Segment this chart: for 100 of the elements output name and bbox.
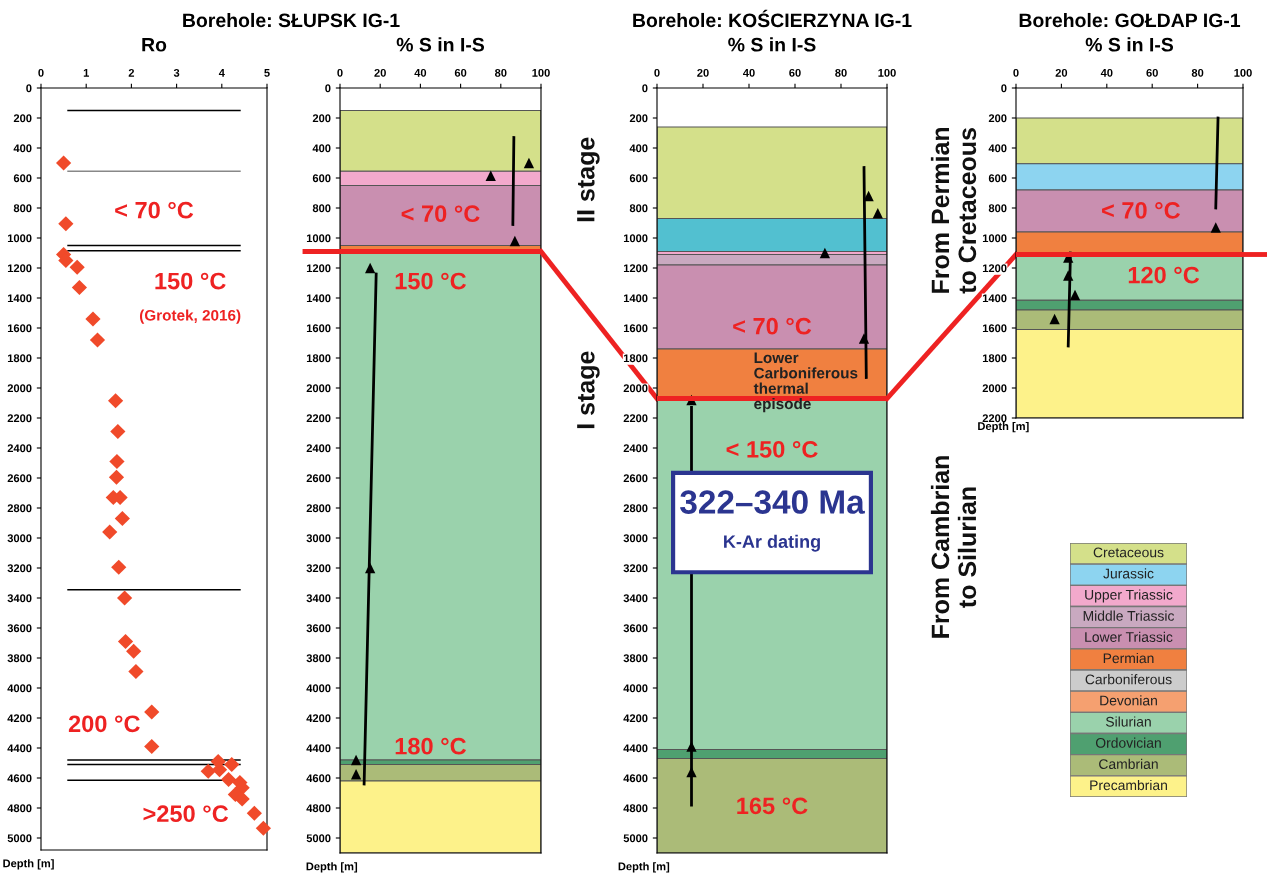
annotation: 180 °C	[395, 737, 467, 755]
annotation: < 70 °C	[1102, 202, 1181, 219]
annotation: (Grotek, 2016)	[139, 309, 241, 324]
y-tick-label: 2000	[7, 384, 32, 393]
y-tick-label: 3800	[7, 654, 32, 663]
y-tick-label: 4200	[306, 714, 331, 723]
category-label: Ordovician	[1095, 737, 1161, 748]
y-tick-label: 3600	[7, 624, 32, 633]
y-tick-label: 3200	[7, 564, 32, 573]
x-tick-label: 20	[697, 68, 709, 77]
text: From Cambrian to Silurian	[930, 456, 977, 638]
y-tick-label: 2400	[623, 444, 648, 453]
y-tick-label: 3600	[306, 624, 331, 633]
y-tick-label: 2400	[7, 444, 32, 453]
y-tick-label: 4200	[623, 714, 648, 723]
y-tick-label: 4800	[7, 804, 32, 813]
x-tick-label: 80	[835, 68, 847, 77]
y-tick-label: 1400	[623, 294, 648, 303]
annotation: 120 °C	[1128, 266, 1200, 284]
annotation: < 70 °C	[401, 205, 480, 223]
y-axis-title: Depth [m]	[978, 421, 1029, 433]
y-tick-label: 5000	[7, 834, 32, 843]
category-label: Precambrian	[1090, 779, 1167, 791]
annotation: >250 °C	[143, 805, 229, 823]
y-tick-label: 2800	[623, 504, 648, 513]
y-tick-label: 200	[988, 114, 1007, 123]
y-tick-label: 800	[629, 204, 648, 213]
chart-subtitle: % S in I-S	[396, 37, 485, 52]
y-tick-label: 800	[312, 204, 331, 213]
y-tick-label: 400	[988, 144, 1007, 153]
x-tick-label: 2	[128, 68, 135, 77]
y-tick-label: 1600	[623, 324, 648, 333]
y-tick-label: 1200	[623, 264, 648, 273]
y-tick-label: 1400	[306, 294, 331, 303]
x-tick-label: 80	[494, 68, 507, 77]
y-tick-label: 2800	[306, 504, 331, 513]
y-tick-label: 2200	[982, 414, 1007, 423]
y-tick-label: 4400	[7, 744, 32, 753]
y-tick-label: 1200	[982, 264, 1007, 273]
x-tick-label: 100	[878, 68, 896, 77]
y-tick-label: 1200	[7, 264, 32, 273]
y-tick-label: 1600	[7, 324, 32, 333]
y-tick-label: 4000	[623, 684, 648, 693]
chart-subtitle: % S in I-S	[1085, 37, 1174, 52]
x-tick-label: 80	[1191, 68, 1204, 77]
y-tick-label: 4600	[623, 774, 648, 783]
category-label: Lower Triassic	[1085, 631, 1173, 642]
x-tick-label: 3	[173, 68, 180, 77]
annotation: < 70 °C	[733, 317, 812, 335]
annotation: Lower Carboniferous thermal episode	[753, 352, 858, 413]
y-tick-label: 0	[325, 84, 331, 93]
y-tick-label: 4000	[7, 684, 32, 693]
y-tick-label: 0	[1001, 84, 1007, 93]
y-tick-label: 4800	[306, 804, 331, 813]
y-tick-label: 4000	[306, 684, 331, 693]
y-tick-label: 1200	[306, 264, 331, 273]
y-tick-label: 3400	[7, 594, 32, 603]
annotation: 165 °C	[737, 797, 808, 815]
y-tick-label: 3600	[623, 624, 648, 633]
y-tick-label: 800	[13, 204, 32, 213]
y-tick-label: 0	[642, 84, 648, 93]
y-tick-label: 200	[629, 114, 648, 123]
y-axis-title: Depth [m]	[3, 859, 54, 870]
x-tick-label: 40	[1100, 68, 1113, 77]
y-tick-label: 1400	[7, 294, 32, 303]
x-tick-label: 5	[264, 69, 270, 77]
category-label: Cambrian	[1099, 758, 1158, 769]
category-label: Devonian	[1100, 695, 1157, 706]
x-tick-label: 100	[532, 68, 550, 77]
annotation: 322–340 Ma	[680, 490, 865, 514]
y-tick-label: 3800	[306, 654, 331, 663]
y-tick-label: 400	[13, 144, 32, 153]
y-tick-label: 4400	[306, 744, 331, 753]
y-tick-label: 200	[13, 114, 32, 123]
y-axis-title: Depth [m]	[618, 862, 670, 873]
y-tick-label: 600	[629, 174, 648, 183]
category-label: Permian	[1103, 652, 1154, 664]
y-tick-label: 4600	[306, 774, 331, 783]
y-tick-label: 0	[26, 84, 32, 93]
x-tick-label: 60	[789, 68, 801, 77]
y-tick-label: 600	[988, 174, 1007, 183]
chart-title: Borehole: KOŚCIERZYNA IG-1	[633, 9, 912, 28]
y-tick-label: 5000	[623, 834, 648, 843]
x-tick-label: 40	[414, 68, 427, 77]
annotation: < 70 °C	[115, 201, 194, 219]
y-tick-label: 1800	[982, 354, 1007, 363]
x-tick-label: 0	[38, 68, 44, 77]
category-label: Carboniferous	[1085, 674, 1172, 685]
y-tick-label: 2800	[7, 504, 32, 513]
y-tick-label: 3200	[306, 564, 331, 573]
y-tick-label: 2000	[982, 384, 1007, 393]
x-tick-label: 4	[218, 69, 225, 77]
y-tick-label: 3000	[7, 534, 32, 543]
y-tick-label: 3400	[306, 594, 331, 603]
y-tick-label: 1800	[7, 354, 32, 363]
annotation: 200 °C	[68, 715, 140, 733]
y-tick-label: 1000	[623, 234, 648, 243]
y-tick-label: 1000	[7, 234, 32, 243]
y-tick-label: 4400	[623, 744, 648, 753]
y-tick-label: 1600	[306, 324, 331, 333]
